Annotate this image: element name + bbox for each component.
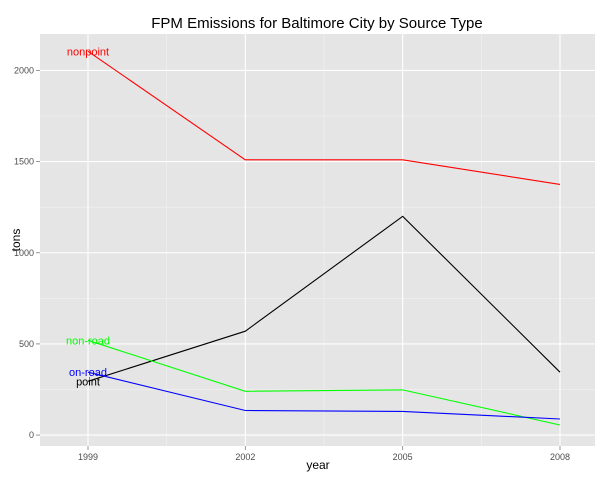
- series-labels: nonpoint point non-road on-road: [66, 46, 110, 388]
- series-line-on-road: [87, 371, 561, 420]
- series-line-non-road: [87, 339, 561, 426]
- x-tick-label: 2002: [235, 452, 255, 462]
- y-tick-label: 1000: [14, 248, 34, 258]
- series-label-on-road: on-road: [69, 367, 107, 379]
- series-label-point: point: [76, 376, 100, 388]
- grid: [40, 34, 595, 446]
- y-tick-label: 0: [29, 430, 34, 440]
- x-tick-label: 2005: [393, 452, 413, 462]
- x-tick-label: 2008: [550, 452, 570, 462]
- series-lines: [87, 50, 561, 426]
- y-tick-label: 2000: [14, 65, 34, 75]
- plot-panel: [40, 34, 595, 446]
- y-axis: 0 500 1000 1500 2000: [14, 65, 40, 440]
- y-tick-label: 500: [19, 339, 34, 349]
- series-label-nonpoint: nonpoint: [67, 46, 109, 58]
- x-tick-label: 1999: [78, 452, 98, 462]
- x-axis: 1999 2002 2005 2008: [78, 446, 570, 462]
- series-line-point: [87, 215, 561, 382]
- chart-title: FPM Emissions for Baltimore City by Sour…: [151, 15, 483, 32]
- series-label-non-road: non-road: [66, 335, 110, 347]
- y-axis-title: tons: [9, 229, 23, 252]
- x-axis-title: year: [306, 458, 329, 472]
- y-tick-label: 1500: [14, 157, 34, 167]
- series-line-nonpoint: [87, 50, 561, 185]
